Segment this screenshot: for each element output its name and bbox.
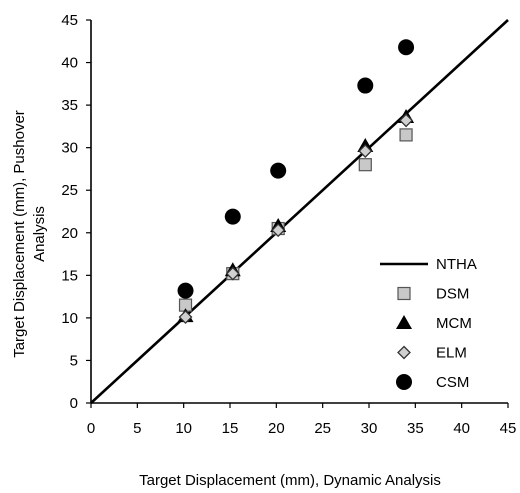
y-tick-label: 0	[70, 395, 78, 412]
x-tick-label: 20	[268, 420, 285, 437]
legend-ntha-label: NTHA	[436, 256, 477, 273]
legend: NTHA DSM MCM ELM CSM	[374, 250, 500, 391]
legend-elm-swatch	[397, 345, 411, 360]
x-tick-label: 25	[314, 420, 331, 437]
x-axis-title: Target Displacement (mm), Dynamic Analys…	[139, 472, 441, 489]
legend-dsm-label: DSM	[436, 286, 469, 303]
y-tick-label: 35	[61, 97, 78, 114]
x-tick-label: 5	[133, 420, 141, 437]
elm-point	[225, 266, 240, 281]
y-ticks: 0 5 10 15 20 25 30 35 40 45	[61, 12, 91, 412]
csm-point	[270, 162, 287, 179]
legend-mcm-swatch	[396, 315, 412, 329]
elm-point	[271, 223, 286, 238]
ntha-reference-line	[90, 19, 509, 404]
x-tick-label: 35	[407, 420, 424, 437]
csm-point	[398, 39, 415, 56]
x-tick-label: 0	[87, 420, 95, 437]
legend-csm-label: CSM	[436, 374, 469, 391]
ntha-series	[90, 19, 509, 404]
legend-mcm-label: MCM	[436, 315, 472, 332]
legend-background	[374, 250, 500, 390]
y-tick-label: 20	[61, 225, 78, 242]
elm-point	[178, 310, 193, 324]
dsm-point	[399, 128, 413, 142]
legend-csm-swatch	[396, 374, 412, 390]
y-tick-label: 25	[61, 182, 78, 199]
x-tick-label: 40	[453, 420, 470, 437]
elm-point	[399, 113, 413, 128]
y-tick-label: 15	[61, 267, 78, 284]
y-tick-label: 40	[61, 55, 78, 72]
y-axis-title: Target Displacement (mm), Pushover Analy…	[11, 110, 48, 358]
legend-dsm-swatch	[397, 286, 411, 301]
elm-point	[358, 144, 373, 158]
y-axis-title-line-2: Analysis	[31, 206, 48, 262]
y-tick-label: 5	[70, 352, 78, 369]
x-tick-label: 45	[500, 420, 517, 437]
data-points	[177, 39, 415, 324]
y-tick-label: 30	[61, 140, 78, 157]
x-tick-label: 15	[222, 420, 239, 437]
dsm-point	[358, 158, 372, 172]
y-axis-title-line-1: Target Displacement (mm), Pushover	[11, 110, 28, 358]
y-tick-label: 45	[61, 12, 78, 29]
csm-point	[224, 208, 241, 225]
legend-elm-label: ELM	[436, 345, 467, 362]
x-tick-label: 30	[361, 420, 378, 437]
x-ticks: 0 5 10 15 20 25 30 35 40 45	[87, 403, 517, 437]
y-tick-label: 10	[61, 310, 78, 327]
x-tick-label: 10	[175, 420, 192, 437]
csm-point	[357, 77, 374, 94]
axes	[90, 20, 508, 404]
csm-point	[177, 282, 194, 299]
